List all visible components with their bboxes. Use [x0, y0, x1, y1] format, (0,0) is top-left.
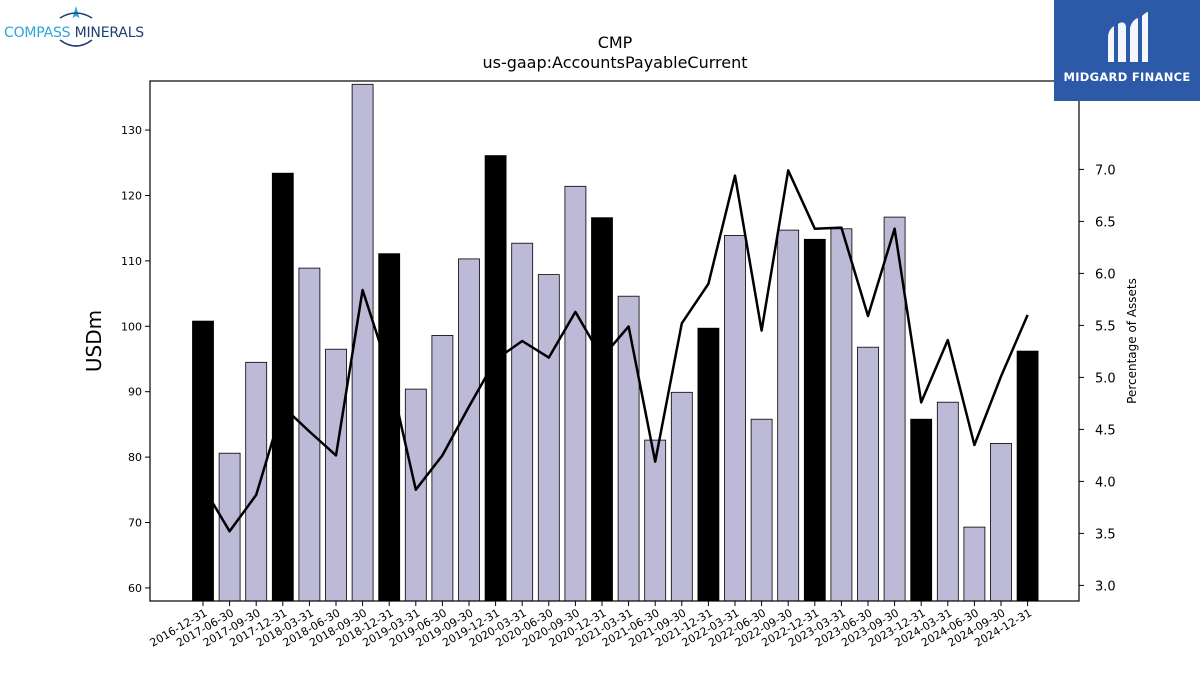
bar-2018-12-31 — [378, 253, 401, 602]
bar-2017-06-30 — [218, 452, 241, 602]
bar-2018-03-31 — [298, 267, 321, 602]
right-axis: 3.0 3.5 4.0 4.5 5.0 5.5 6.0 6.5 7.0 — [1079, 163, 1116, 594]
y2-tick-label: 7.0 — [1095, 163, 1116, 178]
y2-tick-label: 3.5 — [1095, 527, 1116, 542]
y2-tick-label: 6.0 — [1095, 267, 1116, 282]
y-tick-label: 90 — [128, 386, 142, 399]
y-tick-label: 80 — [128, 451, 142, 464]
bar-2022-09-30 — [777, 229, 800, 602]
bar-2018-06-30 — [325, 348, 347, 602]
y2-tick-label: 4.5 — [1095, 423, 1116, 438]
logo-text-minerals: MINERALS — [70, 25, 145, 41]
y2-tick-label: 5.5 — [1095, 319, 1116, 334]
y2-tick-label: 6.5 — [1095, 215, 1116, 230]
bar-2019-06-30 — [431, 334, 454, 602]
left-axis: 60 70 80 90 100 110 120 130 — [121, 124, 150, 595]
bar-2022-03-31 — [724, 234, 746, 602]
bar-2022-12-31 — [803, 238, 826, 602]
bar-2021-09-30 — [670, 391, 693, 602]
y2-tick-label: 3.0 — [1095, 579, 1116, 594]
compass-minerals-logo: COMPASS MINERALS — [4, 4, 149, 54]
y-tick-label: 60 — [128, 582, 142, 595]
bar-2024-03-31 — [936, 401, 959, 602]
x-axis: 2016-12-312017-06-302017-09-302017-12-31… — [148, 601, 1034, 650]
bar-2020-06-30 — [537, 274, 560, 602]
y-tick-label: 120 — [121, 189, 142, 202]
bar-2020-03-31 — [511, 242, 534, 602]
chart-title: CMP — [598, 33, 633, 52]
logo-text-compass: COMPASS — [4, 25, 71, 41]
bar-2020-12-31 — [591, 217, 613, 602]
plot-frame — [149, 80, 1080, 602]
bar-2024-06-30 — [963, 526, 986, 602]
bar-2020-09-30 — [564, 185, 587, 602]
bar-2023-03-31 — [830, 228, 853, 602]
bar-2021-06-30 — [644, 439, 667, 602]
bar-2017-12-31 — [271, 172, 294, 602]
percentage-line — [201, 169, 1029, 533]
y-tick-label: 130 — [121, 124, 142, 137]
y-tick-label: 70 — [128, 517, 142, 530]
midgard-brand-text: MIDGARD FINANCE — [1063, 70, 1191, 84]
bar-2019-12-31 — [484, 155, 507, 602]
bar-2024-12-31 — [1016, 350, 1039, 602]
bar-2022-06-30 — [750, 418, 773, 602]
bar-group — [192, 83, 1039, 602]
bar-2024-09-30 — [990, 442, 1012, 602]
y2-tick-label: 4.0 — [1095, 475, 1116, 490]
bar-2019-09-30 — [458, 258, 480, 602]
chart-subtitle: us-gaap:AccountsPayableCurrent — [482, 53, 747, 72]
y2-axis-label: Percentage of Assets — [1125, 278, 1139, 404]
bar-2017-09-30 — [245, 361, 268, 602]
y2-tick-label: 5.0 — [1095, 371, 1116, 386]
bar-2023-06-30 — [857, 346, 879, 602]
bar-2016-12-31 — [192, 320, 214, 602]
bar-2019-03-31 — [404, 388, 427, 602]
bar-2021-12-31 — [697, 327, 720, 602]
bar-2021-03-31 — [617, 295, 640, 602]
midgard-finance-logo: MIDGARD FINANCE — [1054, 0, 1200, 101]
y-tick-label: 100 — [121, 320, 142, 333]
midgard-mark-icon — [1108, 12, 1148, 62]
y-axis-label: USDm — [82, 310, 106, 372]
y-tick-label: 110 — [121, 255, 142, 268]
bar-2023-12-31 — [910, 418, 933, 602]
